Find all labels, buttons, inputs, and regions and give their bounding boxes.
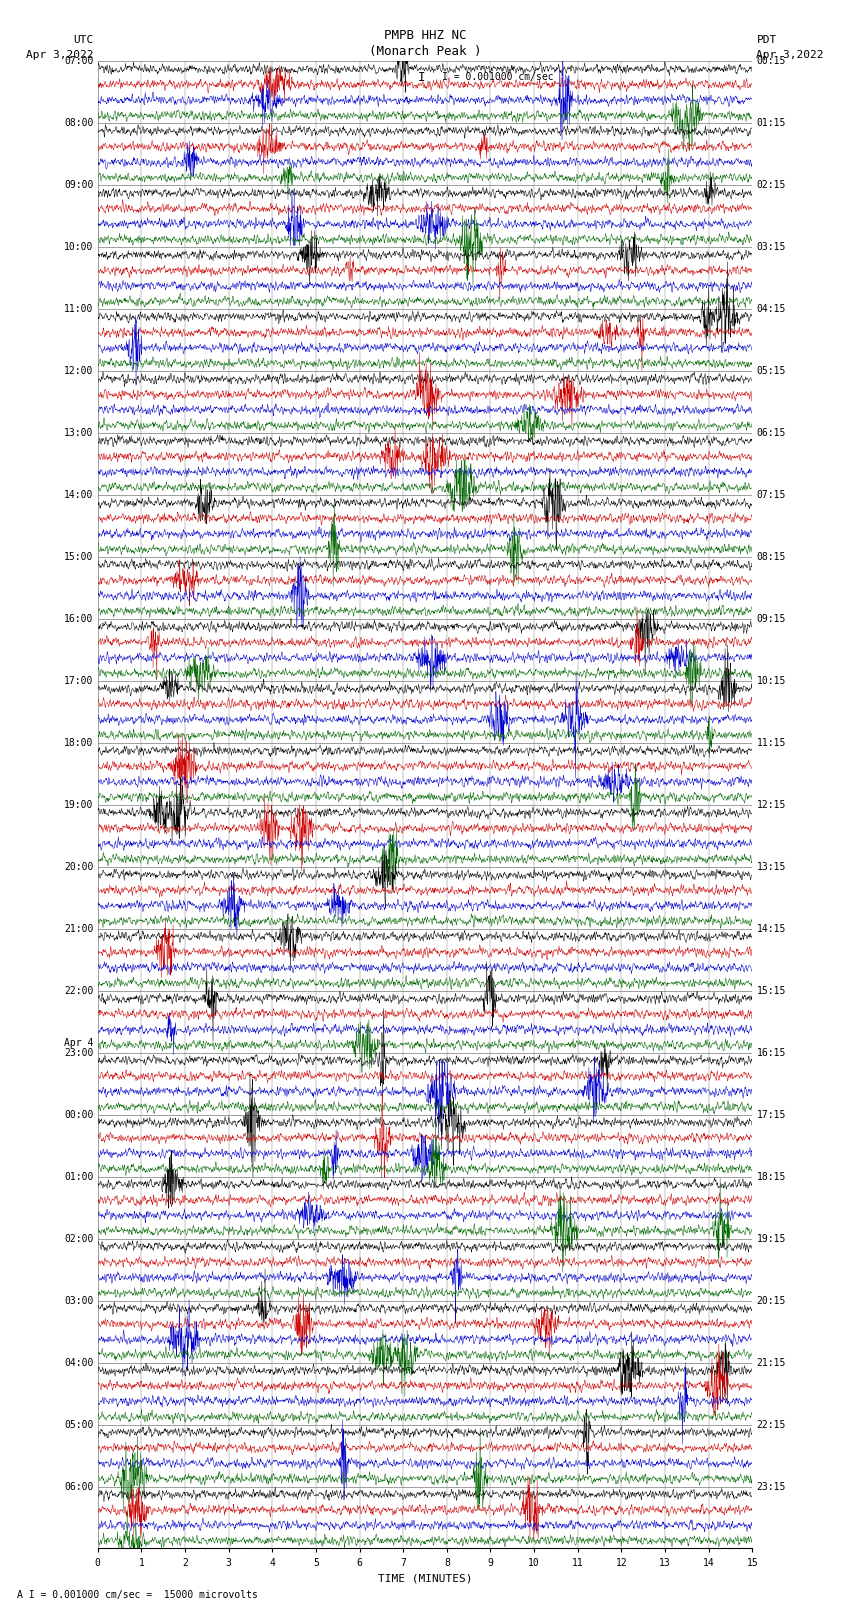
Text: 23:15: 23:15 (756, 1481, 786, 1492)
Text: 06:15: 06:15 (756, 427, 786, 439)
Text: 16:00: 16:00 (64, 615, 94, 624)
Text: 08:00: 08:00 (64, 118, 94, 129)
Text: Apr 4: Apr 4 (64, 1037, 94, 1048)
Text: 01:15: 01:15 (756, 118, 786, 129)
Text: 10:15: 10:15 (756, 676, 786, 686)
Text: Apr 3,2022: Apr 3,2022 (756, 50, 824, 60)
Text: 09:15: 09:15 (756, 615, 786, 624)
Text: 03:00: 03:00 (64, 1295, 94, 1305)
Text: Apr 3,2022: Apr 3,2022 (26, 50, 94, 60)
Text: (Monarch Peak ): (Monarch Peak ) (369, 45, 481, 58)
Text: 19:00: 19:00 (64, 800, 94, 810)
Text: 02:15: 02:15 (756, 181, 786, 190)
X-axis label: TIME (MINUTES): TIME (MINUTES) (377, 1573, 473, 1582)
Text: 12:00: 12:00 (64, 366, 94, 376)
Text: 16:15: 16:15 (756, 1048, 786, 1058)
Text: 01:00: 01:00 (64, 1171, 94, 1182)
Text: 08:15: 08:15 (756, 552, 786, 561)
Text: 14:00: 14:00 (64, 490, 94, 500)
Text: 23:00: 23:00 (64, 1048, 94, 1058)
Text: 15:15: 15:15 (756, 986, 786, 995)
Text: 06:00: 06:00 (64, 1481, 94, 1492)
Text: 09:00: 09:00 (64, 181, 94, 190)
Text: 07:00: 07:00 (64, 56, 94, 66)
Text: 03:15: 03:15 (756, 242, 786, 252)
Text: 14:15: 14:15 (756, 924, 786, 934)
Text: 00:15: 00:15 (756, 56, 786, 66)
Text: 10:00: 10:00 (64, 242, 94, 252)
Text: 11:15: 11:15 (756, 737, 786, 748)
Text: 20:00: 20:00 (64, 861, 94, 873)
Text: 21:00: 21:00 (64, 924, 94, 934)
Text: 07:15: 07:15 (756, 490, 786, 500)
Text: 05:00: 05:00 (64, 1419, 94, 1429)
Text: 20:15: 20:15 (756, 1295, 786, 1305)
Text: I: I (417, 71, 425, 84)
Text: A I = 0.001000 cm/sec =  15000 microvolts: A I = 0.001000 cm/sec = 15000 microvolts (17, 1590, 258, 1600)
Text: 22:15: 22:15 (756, 1419, 786, 1429)
Text: 11:00: 11:00 (64, 305, 94, 315)
Text: 17:00: 17:00 (64, 676, 94, 686)
Text: PDT: PDT (756, 35, 777, 45)
Text: I = 0.001000 cm/sec: I = 0.001000 cm/sec (442, 73, 553, 82)
Text: 13:15: 13:15 (756, 861, 786, 873)
Text: 00:00: 00:00 (64, 1110, 94, 1119)
Text: 04:00: 04:00 (64, 1358, 94, 1368)
Text: 19:15: 19:15 (756, 1234, 786, 1244)
Text: 21:15: 21:15 (756, 1358, 786, 1368)
Text: 12:15: 12:15 (756, 800, 786, 810)
Text: UTC: UTC (73, 35, 94, 45)
Text: 04:15: 04:15 (756, 305, 786, 315)
Text: 22:00: 22:00 (64, 986, 94, 995)
Text: PMPB HHZ NC: PMPB HHZ NC (383, 29, 467, 42)
Text: 17:15: 17:15 (756, 1110, 786, 1119)
Text: 02:00: 02:00 (64, 1234, 94, 1244)
Text: 15:00: 15:00 (64, 552, 94, 561)
Text: 13:00: 13:00 (64, 427, 94, 439)
Text: 18:15: 18:15 (756, 1171, 786, 1182)
Text: 05:15: 05:15 (756, 366, 786, 376)
Text: 18:00: 18:00 (64, 737, 94, 748)
